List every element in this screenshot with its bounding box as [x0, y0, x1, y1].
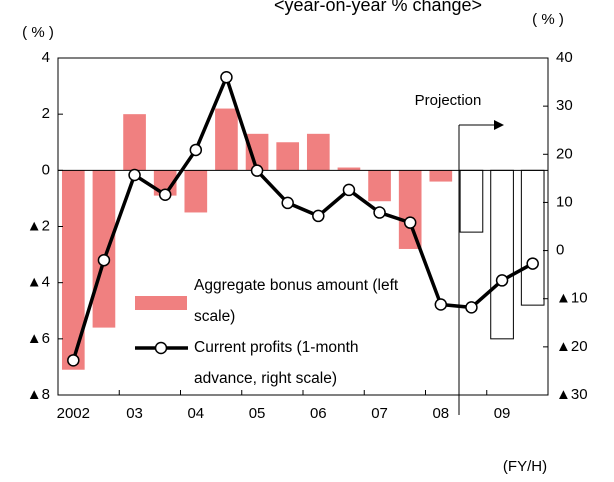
x-tick-label: 06 — [310, 405, 327, 422]
line-marker — [250, 164, 264, 177]
x-tick-label: 09 — [494, 405, 511, 422]
line-marker — [434, 298, 448, 311]
line-marker — [495, 274, 509, 287]
line-marker — [67, 354, 80, 367]
bar — [306, 133, 330, 171]
y-tick-label: ▲2 — [27, 217, 50, 234]
bar — [459, 169, 484, 233]
y2-tick-label: 30 — [556, 97, 573, 114]
bar — [123, 114, 146, 171]
x-tick-label: 05 — [249, 405, 266, 422]
y2-tick-label: 10 — [556, 193, 573, 210]
chart-title: <year-on-year % change> — [274, 0, 482, 15]
line-marker — [312, 209, 325, 223]
line-marker — [526, 257, 539, 270]
y-tick-label: 0 — [42, 161, 50, 178]
x-tick-label: 08 — [432, 405, 449, 422]
line-marker — [128, 168, 141, 182]
line-marker — [465, 301, 478, 314]
bar — [337, 167, 361, 171]
bar — [520, 169, 545, 306]
y2-tick-label: 40 — [556, 49, 573, 66]
y2-tick-label: 20 — [556, 145, 573, 162]
legend-label: Current profits (1-month advance, right … — [194, 339, 359, 387]
bar — [398, 170, 422, 249]
y2-tick-label: 0 — [556, 242, 564, 259]
line-marker — [189, 143, 203, 157]
y-tick-label: ▲4 — [27, 274, 50, 291]
y2-tick-label: ▲30 — [556, 386, 588, 403]
arrow-head — [494, 120, 504, 130]
line-marker — [403, 216, 417, 229]
bar — [429, 170, 453, 182]
y2-axis-label: ( % ) — [532, 11, 564, 28]
bar — [184, 170, 208, 213]
legend-swatch — [135, 296, 187, 310]
y-tick-label: 2 — [42, 105, 50, 122]
bar — [276, 142, 300, 171]
y-tick-label: 4 — [42, 49, 50, 66]
y2-tick-label: ▲10 — [556, 290, 588, 307]
bar — [368, 170, 391, 202]
legend-swatch — [154, 341, 168, 355]
y-tick-label: ▲6 — [27, 330, 50, 347]
y-tick-label: ▲8 — [27, 386, 50, 403]
x-tick-label: 04 — [187, 405, 204, 422]
line-marker — [158, 188, 172, 201]
y2-tick-label: ▲20 — [556, 338, 588, 355]
x-tick-label: 03 — [126, 405, 143, 422]
bar — [61, 170, 85, 370]
bar — [215, 108, 238, 171]
line-marker — [97, 253, 111, 267]
line-marker — [373, 206, 386, 219]
bar — [245, 133, 269, 171]
line-marker — [220, 71, 233, 84]
x-tick-label: 07 — [371, 405, 388, 422]
line-marker — [342, 183, 356, 197]
y-axis-label: ( % ) — [22, 24, 54, 41]
line-marker — [281, 196, 294, 210]
x-axis-label: (FY/H) — [503, 458, 547, 475]
legend-label: Aggregate bonus amount (left scale) — [194, 277, 399, 325]
annotation: Projection — [415, 92, 482, 109]
bar — [92, 170, 116, 328]
x-tick-label: 2002 — [57, 405, 90, 422]
line — [71, 72, 534, 361]
bar — [490, 169, 514, 340]
